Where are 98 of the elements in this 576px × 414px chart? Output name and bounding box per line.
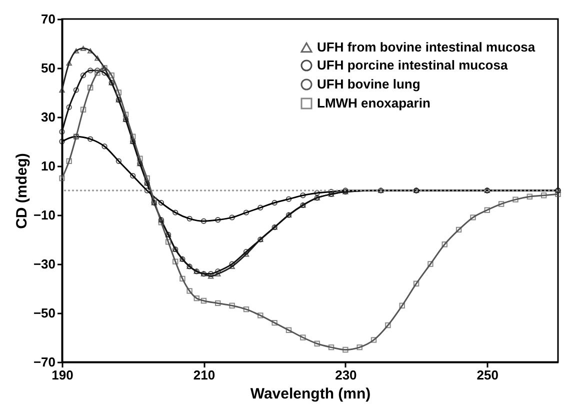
y-tick-label: 10 <box>41 158 56 174</box>
y-tick-label: −10 <box>33 208 56 222</box>
x-axis-title: Wavelength (mn) <box>250 386 371 402</box>
point <box>540 192 547 198</box>
legend-label: UFH porcine intestinal mucosa <box>317 58 508 72</box>
point <box>272 320 278 326</box>
point <box>59 88 65 93</box>
legend-label: LMWH enoxaparin <box>317 96 430 110</box>
point <box>243 252 250 257</box>
y-axis-title: CD (mdeg) <box>13 153 30 229</box>
point <box>526 194 532 200</box>
point <box>484 207 490 213</box>
point <box>172 210 178 216</box>
point <box>88 84 94 90</box>
point <box>243 210 250 216</box>
point <box>151 197 157 204</box>
point <box>88 48 94 54</box>
point <box>122 112 129 118</box>
point <box>116 90 122 96</box>
point <box>200 218 207 224</box>
point <box>66 158 72 164</box>
point <box>555 191 561 198</box>
point <box>229 302 235 308</box>
point <box>258 312 264 318</box>
point <box>512 196 518 202</box>
point <box>80 72 86 78</box>
point <box>328 188 334 195</box>
point <box>498 201 504 207</box>
point <box>130 134 136 140</box>
point <box>158 200 164 206</box>
x-tick-label: 250 <box>476 368 498 382</box>
y-tick-label: 70 <box>41 12 56 26</box>
point <box>158 220 164 226</box>
point <box>66 60 72 66</box>
x-tick-label: 210 <box>193 368 216 382</box>
point <box>470 214 476 220</box>
point <box>73 48 80 54</box>
point <box>102 70 108 76</box>
point <box>59 175 65 182</box>
point <box>229 214 235 220</box>
point <box>300 334 306 340</box>
point <box>370 337 377 343</box>
y-tick-label: −70 <box>33 354 56 370</box>
point <box>102 144 108 150</box>
y-tick-label: −50 <box>33 306 56 320</box>
point <box>399 302 405 308</box>
point <box>286 196 292 202</box>
point <box>94 70 100 76</box>
point <box>342 346 348 353</box>
y-tick-label: 30 <box>41 110 56 124</box>
point <box>385 322 391 328</box>
point <box>94 68 100 74</box>
point <box>88 68 94 74</box>
point <box>413 280 420 286</box>
point <box>314 190 320 196</box>
point <box>165 239 172 245</box>
point <box>208 270 214 277</box>
point <box>208 274 214 279</box>
point <box>229 264 235 269</box>
point <box>94 56 100 61</box>
point <box>80 106 86 112</box>
point <box>300 192 306 198</box>
point <box>286 327 292 333</box>
point <box>88 136 94 142</box>
point <box>180 276 186 282</box>
point <box>314 340 320 346</box>
point <box>144 175 150 182</box>
point <box>328 344 334 350</box>
point <box>258 204 264 210</box>
point <box>200 298 207 304</box>
point <box>243 306 250 312</box>
point <box>456 226 462 233</box>
point <box>186 288 192 294</box>
point <box>80 46 86 51</box>
point <box>194 295 200 302</box>
point <box>356 344 362 350</box>
point <box>172 258 178 264</box>
y-tick-label: −30 <box>33 256 56 272</box>
legend-label: UFH from bovine intestinal mucosa <box>317 40 536 54</box>
point <box>108 72 114 78</box>
x-tick-label: 190 <box>52 368 74 382</box>
point <box>66 104 72 110</box>
point <box>428 261 434 267</box>
x-tick-label: 230 <box>335 368 357 382</box>
point <box>130 172 136 179</box>
point <box>73 87 80 93</box>
y-tick-label: 50 <box>41 60 56 76</box>
point <box>215 217 221 223</box>
legend-label: UFH bovine lung <box>317 76 420 92</box>
point <box>137 156 143 162</box>
point <box>144 188 150 194</box>
point <box>215 300 221 306</box>
point <box>186 216 192 222</box>
point <box>442 242 448 248</box>
point <box>116 158 122 164</box>
point <box>243 248 250 255</box>
point <box>215 271 221 276</box>
point <box>272 200 278 206</box>
